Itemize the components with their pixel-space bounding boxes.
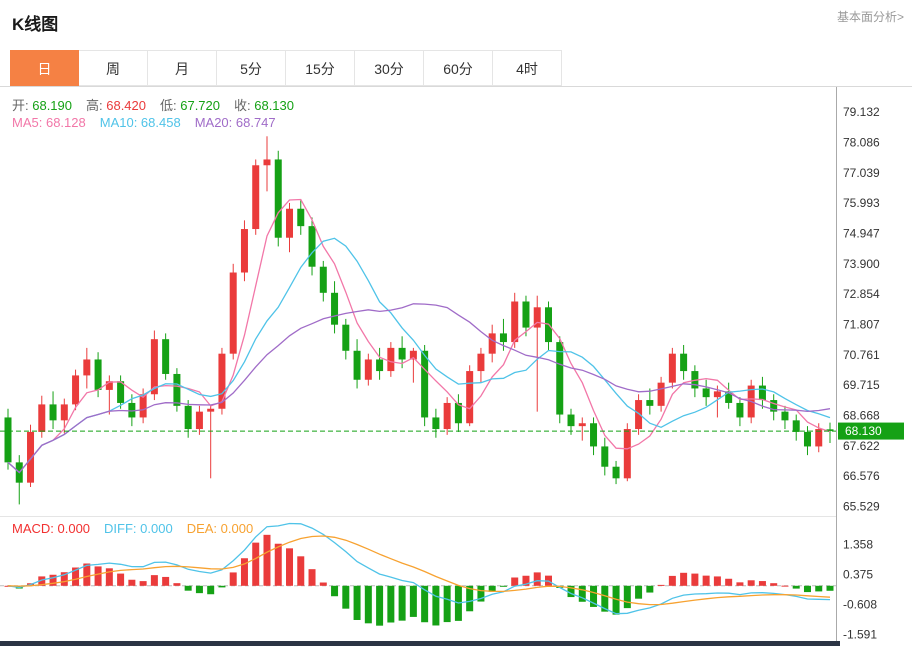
y-axis-label: 67.622 — [843, 439, 880, 453]
chart-canvas[interactable]: 68.130 79.132 78.086 77.039 75.993 74.947 73.9… — [0, 87, 912, 646]
y-axis-label: 77.039 — [843, 166, 880, 180]
y-axis-label: 74.947 — [843, 226, 880, 240]
macd-axis-label: 1.358 — [843, 537, 873, 551]
header: K线图 基本面分析> — [0, 0, 912, 50]
y-axis-label: 68.668 — [843, 408, 880, 422]
y-axis-label: 69.715 — [843, 378, 880, 392]
macd-axis-label: 0.375 — [843, 567, 873, 581]
macd-axis-label: -1.591 — [843, 627, 877, 641]
tab-day[interactable]: 日 — [10, 50, 79, 86]
y-axis-label: 70.761 — [843, 348, 880, 362]
chart-area: 68.130 79.132 78.086 77.039 75.993 74.947 73.9… — [0, 87, 912, 646]
candles-layer — [4, 136, 834, 505]
tab-15min[interactable]: 15分 — [286, 50, 355, 86]
y-axis-label: 66.576 — [843, 469, 880, 483]
current-price-badge: 68.130 — [838, 422, 904, 440]
fundamental-analysis-link[interactable]: 基本面分析> — [836, 10, 904, 24]
y-axis-label: 79.132 — [843, 105, 880, 119]
macd-axis-label: -0.608 — [843, 597, 877, 611]
page-title: K线图 — [12, 15, 59, 34]
y-axis-label: 72.854 — [843, 287, 880, 301]
bottom-bar — [0, 641, 840, 646]
tab-30min[interactable]: 30分 — [355, 50, 424, 86]
svg-text:68.130: 68.130 — [845, 424, 882, 438]
dea-line — [7, 535, 831, 606]
y-axis-label: 65.529 — [843, 499, 880, 513]
ma10-line — [7, 237, 831, 474]
y-axis-label: 78.086 — [843, 135, 880, 149]
y-axis-label: 75.993 — [843, 196, 880, 210]
tab-5min[interactable]: 5分 — [217, 50, 286, 86]
tab-week[interactable]: 周 — [79, 50, 148, 86]
diff-line — [7, 522, 831, 615]
tab-60min[interactable]: 60分 — [424, 50, 493, 86]
ma20-line — [7, 303, 831, 474]
y-axis-label: 73.900 — [843, 257, 880, 271]
y-axis-label: 71.807 — [843, 317, 880, 331]
main-axis-ticks: 79.132 78.086 77.039 75.993 74.947 73.900 72.8… — [843, 105, 880, 513]
macd-axis-ticks: 1.358 0.375 -0.608 -1.591 — [843, 537, 877, 641]
tab-4hour[interactable]: 4时 — [493, 50, 562, 86]
ma5-line — [7, 198, 831, 474]
tab-bar: 日周月 5分 15分 30分 60分 4时 — [0, 50, 912, 87]
macd-histogram — [4, 534, 834, 626]
tab-month[interactable]: 月 — [148, 50, 217, 86]
